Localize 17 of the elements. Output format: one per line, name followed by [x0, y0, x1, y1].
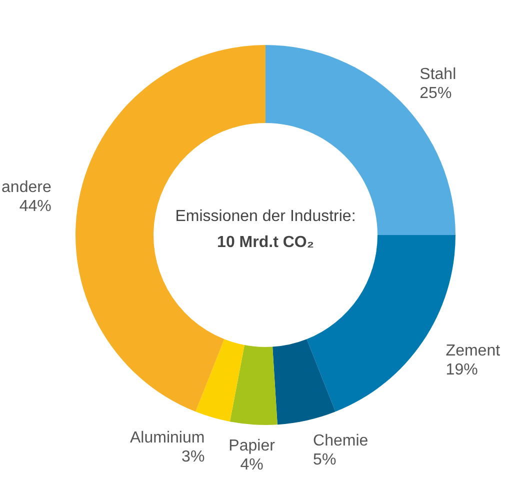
slice-label: Zement: [446, 342, 501, 360]
data-label: 25%: [420, 84, 452, 102]
slice-label: Chemie: [313, 432, 368, 450]
slice-label: andere: [2, 179, 52, 196]
text: 10 Mrd.t CO₂: [217, 234, 314, 251]
data-label: 4%: [240, 456, 264, 474]
data-label: 5%: [313, 452, 336, 469]
slice-label: Papier: [228, 438, 276, 455]
text: Emissionen der Industrie:: [175, 208, 356, 225]
slice-label: Aluminium: [130, 429, 205, 446]
data-label: 3%: [182, 448, 205, 466]
data-label: 19%: [446, 362, 478, 379]
donut-slice: [272, 339, 336, 425]
donut-slice: [196, 339, 245, 422]
slice-label: Stahl: [420, 66, 456, 83]
donut-slice: [230, 345, 278, 425]
data-label: 44%: [19, 198, 52, 216]
